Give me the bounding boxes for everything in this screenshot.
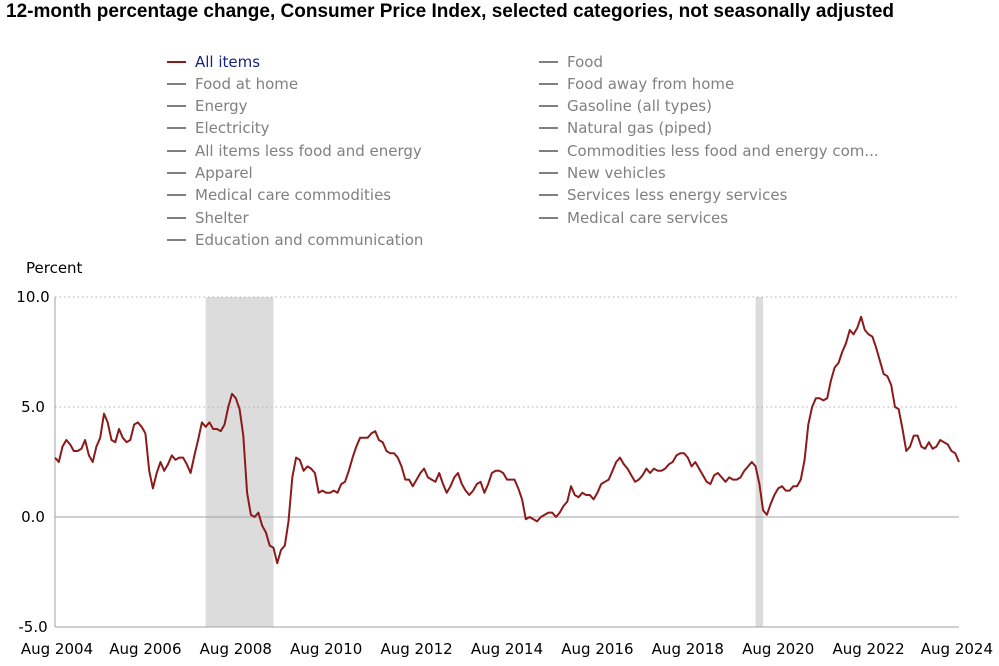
legend-swatch (539, 194, 558, 196)
legend-swatch (167, 239, 186, 241)
legend-label: Commodities less food and energy com... (567, 142, 879, 160)
legend-item-electricity[interactable]: Electricity (167, 118, 270, 138)
legend-swatch (539, 150, 558, 152)
x-tick-label: Aug 2022 (832, 640, 904, 658)
y-tick-label: 5.0 (21, 398, 45, 416)
legend-swatch (167, 194, 186, 196)
legend-label: Electricity (195, 119, 270, 137)
legend-swatch (167, 61, 186, 63)
legend-label: Gasoline (all types) (567, 97, 712, 115)
legend-label: Energy (195, 97, 248, 115)
chart-title: 12-month percentage change, Consumer Pri… (6, 1, 895, 22)
recession-band (755, 297, 764, 627)
legend-swatch (167, 150, 186, 152)
legend-item-commodities-less-food-energy[interactable]: Commodities less food and energy com... (539, 141, 879, 161)
x-tick-labels: Aug 2004 Aug 2006 Aug 2008 Aug 2010 Aug 2012… (21, 640, 993, 658)
chart-legend: All items Food at home Energy Electricit… (0, 0, 999, 260)
x-tick-label: Aug 2018 (652, 640, 724, 658)
legend-label: Medical care services (567, 209, 729, 227)
legend-item-medical-care-commodities[interactable]: Medical care commodities (167, 185, 391, 205)
legend-item-medical-care-services[interactable]: Medical care services (539, 208, 728, 228)
x-tick-label: Aug 2012 (380, 640, 452, 658)
legend-swatch (167, 217, 186, 219)
x-tick-label: Aug 2024 (921, 640, 993, 658)
legend-swatch (539, 127, 558, 129)
legend-label: Apparel (195, 164, 253, 182)
legend-label: Food (567, 53, 603, 71)
legend-swatch (539, 217, 558, 219)
y-axis-label: Percent (26, 259, 83, 277)
legend-item-gasoline[interactable]: Gasoline (all types) (539, 96, 712, 116)
x-tick-label: Aug 2008 (200, 640, 272, 658)
recession-band (205, 297, 274, 627)
y-tick-label: 10.0 (16, 288, 49, 306)
legend-swatch (539, 172, 558, 174)
legend-label: Medical care commodities (195, 186, 392, 204)
legend-item-new-vehicles[interactable]: New vehicles (539, 163, 666, 183)
x-tick-label: Aug 2010 (290, 640, 362, 658)
y-tick-label: -5.0 (18, 618, 47, 636)
legend-item-food[interactable]: Food (539, 52, 603, 72)
legend-label: All items less food and energy (195, 142, 422, 160)
legend-item-services-less-energy[interactable]: Services less energy services (539, 185, 787, 205)
legend-item-apparel[interactable]: Apparel (167, 163, 253, 183)
y-tick-labels: 10.0 5.0 0.0 -5.0 (16, 288, 49, 636)
gridlines (55, 296, 959, 628)
y-tick-label: 0.0 (21, 508, 45, 526)
legend-label: Education and communication (195, 231, 424, 249)
legend-item-core[interactable]: All items less food and energy (167, 141, 422, 161)
legend-swatch (539, 105, 558, 107)
recession-bands (205, 297, 764, 627)
x-tick-label: Aug 2006 (109, 640, 181, 658)
legend-label: Shelter (195, 209, 249, 227)
x-tick-label: Aug 2014 (471, 640, 543, 658)
legend-label: New vehicles (567, 164, 666, 182)
series-lines (54, 315, 960, 565)
legend-swatch (539, 83, 558, 85)
legend-swatch (167, 83, 186, 85)
legend-swatch (167, 172, 186, 174)
legend-swatch (539, 61, 558, 63)
legend-label: Food away from home (567, 75, 735, 93)
legend-item-all-items[interactable]: All items (167, 52, 260, 72)
legend-label: Services less energy services (567, 186, 788, 204)
legend-label: Natural gas (piped) (567, 119, 713, 137)
legend-item-energy[interactable]: Energy (167, 96, 248, 116)
legend-swatch (167, 127, 186, 129)
x-tick-label: Aug 2004 (21, 640, 93, 658)
x-tick-label: Aug 2016 (561, 640, 633, 658)
legend-item-natural-gas[interactable]: Natural gas (piped) (539, 118, 712, 138)
legend-item-food-away-from-home[interactable]: Food away from home (539, 74, 734, 94)
legend-item-shelter[interactable]: Shelter (167, 208, 249, 228)
legend-swatch (167, 105, 186, 107)
legend-label: Food at home (195, 75, 299, 93)
legend-item-food-at-home[interactable]: Food at home (167, 74, 298, 94)
series-line-all-items (54, 315, 960, 565)
legend-item-education-communication[interactable]: Education and communication (167, 230, 423, 250)
legend-label: All items (195, 53, 261, 71)
x-tick-label: Aug 2020 (742, 640, 814, 658)
